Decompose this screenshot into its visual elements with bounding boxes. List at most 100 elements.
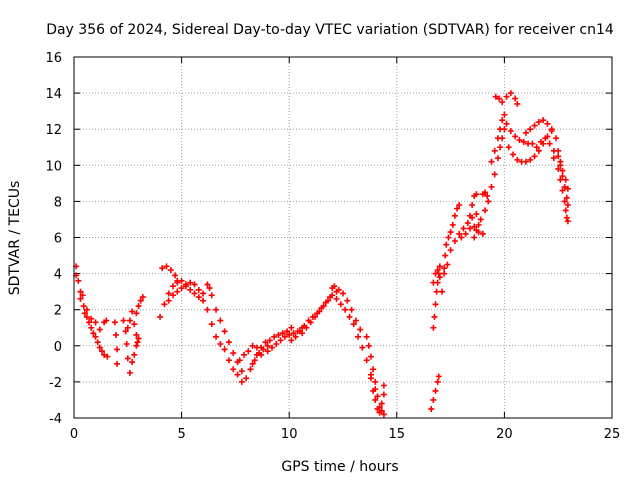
data-point	[430, 396, 437, 403]
data-point	[441, 265, 448, 272]
data-point	[83, 306, 90, 313]
data-point	[537, 138, 544, 145]
data-point	[247, 366, 254, 373]
data-point	[191, 290, 198, 297]
data-point	[367, 375, 374, 382]
data-point	[342, 306, 349, 313]
data-point	[355, 333, 362, 340]
data-point	[249, 360, 256, 367]
data-point	[262, 339, 269, 346]
data-point	[507, 128, 514, 135]
data-point	[516, 137, 523, 144]
data-point	[514, 156, 521, 163]
data-point	[546, 140, 553, 147]
data-point	[435, 373, 442, 380]
x-tick-label: 15	[389, 427, 406, 442]
data-point	[559, 187, 566, 194]
y-tick-label: 2	[54, 304, 62, 319]
data-point	[370, 387, 377, 394]
data-point	[225, 357, 232, 364]
data-point	[522, 158, 529, 165]
grid-lines	[74, 57, 612, 418]
data-point	[124, 355, 131, 362]
data-point	[126, 369, 133, 376]
data-point	[485, 198, 492, 205]
data-point	[137, 297, 144, 304]
data-point	[466, 212, 473, 219]
data-point	[484, 192, 491, 199]
data-point	[438, 288, 445, 295]
y-tick-label: -2	[49, 376, 62, 391]
data-point	[522, 129, 529, 136]
data-point	[348, 306, 355, 313]
data-point	[206, 285, 213, 292]
y-tick-label: 6	[54, 232, 62, 247]
data-point	[378, 400, 385, 407]
data-point	[268, 344, 275, 351]
data-point	[135, 303, 142, 310]
data-point	[469, 202, 476, 209]
data-point	[365, 342, 372, 349]
data-point	[277, 337, 284, 344]
data-point	[376, 409, 383, 416]
data-point	[350, 321, 357, 328]
data-point	[80, 303, 87, 310]
data-point	[460, 225, 467, 232]
data-point	[249, 342, 256, 349]
data-point	[559, 167, 566, 174]
data-point	[241, 351, 248, 358]
data-point	[507, 90, 514, 97]
data-point	[335, 286, 342, 293]
data-point	[357, 326, 364, 333]
data-point	[204, 281, 211, 288]
data-point	[230, 366, 237, 373]
data-point	[529, 140, 536, 147]
data-point	[133, 331, 140, 338]
data-point	[561, 198, 568, 205]
data-point	[458, 234, 465, 241]
y-tick-label: 14	[45, 87, 62, 102]
data-point	[449, 221, 456, 228]
data-point	[374, 393, 381, 400]
data-point	[491, 147, 498, 154]
x-tick-label: 20	[496, 427, 513, 442]
data-point	[281, 333, 288, 340]
data-point	[134, 339, 141, 346]
y-axis-label: SDTVAR / TECUs	[7, 181, 23, 296]
data-point	[286, 331, 293, 338]
data-point	[436, 263, 443, 270]
data-point	[370, 366, 377, 373]
data-point	[243, 375, 250, 382]
data-point	[447, 229, 454, 236]
data-point	[557, 176, 564, 183]
y-tick-label: 10	[45, 159, 62, 174]
data-point	[553, 135, 560, 142]
data-point	[88, 315, 95, 322]
data-point	[428, 405, 435, 412]
data-point	[562, 176, 569, 183]
data-point	[290, 330, 297, 337]
data-point	[333, 295, 340, 302]
data-point	[238, 368, 245, 375]
data-point	[363, 357, 370, 364]
data-point	[475, 221, 482, 228]
data-point	[159, 265, 166, 272]
data-point	[307, 319, 314, 326]
data-point	[217, 340, 224, 347]
data-point	[430, 324, 437, 331]
data-point	[165, 297, 172, 304]
data-point	[258, 344, 265, 351]
data-point	[488, 158, 495, 165]
data-point	[172, 272, 179, 279]
plot-frame	[73, 56, 613, 419]
data-point	[225, 339, 232, 346]
data-point	[432, 387, 439, 394]
data-point	[479, 230, 486, 237]
data-point	[288, 324, 295, 331]
data-point	[563, 214, 570, 221]
data-point	[555, 153, 562, 160]
x-tick-label: 25	[604, 427, 621, 442]
y-tick-label: 0	[54, 340, 62, 355]
data-point	[299, 330, 306, 337]
